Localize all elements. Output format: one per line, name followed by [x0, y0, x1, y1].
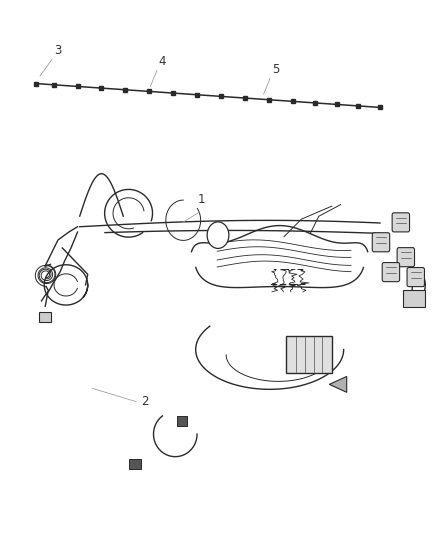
FancyBboxPatch shape	[130, 459, 141, 470]
Polygon shape	[329, 376, 347, 392]
FancyBboxPatch shape	[407, 268, 424, 287]
FancyBboxPatch shape	[286, 336, 332, 373]
Text: 1: 1	[198, 192, 205, 206]
Text: 5: 5	[272, 62, 279, 76]
Text: 3: 3	[54, 44, 62, 57]
Text: 2: 2	[141, 395, 148, 408]
FancyBboxPatch shape	[39, 312, 51, 322]
FancyBboxPatch shape	[392, 213, 410, 232]
FancyBboxPatch shape	[177, 416, 187, 426]
FancyBboxPatch shape	[397, 248, 414, 266]
FancyBboxPatch shape	[382, 263, 399, 281]
FancyBboxPatch shape	[403, 290, 425, 307]
Text: 4: 4	[159, 55, 166, 68]
Circle shape	[207, 222, 229, 248]
FancyBboxPatch shape	[372, 233, 390, 252]
